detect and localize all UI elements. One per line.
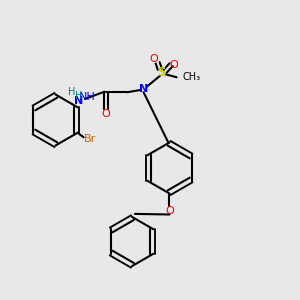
Text: NH: NH [79,92,96,102]
Text: H: H [75,91,83,101]
Text: N: N [139,84,148,94]
Text: N: N [74,96,84,106]
Text: S: S [157,66,166,79]
Text: O: O [170,60,178,70]
Text: CH₃: CH₃ [183,72,201,82]
Text: H: H [68,87,76,97]
Text: O: O [165,206,174,216]
Text: Br: Br [84,134,96,144]
Text: O: O [150,54,158,64]
Text: O: O [102,109,110,119]
